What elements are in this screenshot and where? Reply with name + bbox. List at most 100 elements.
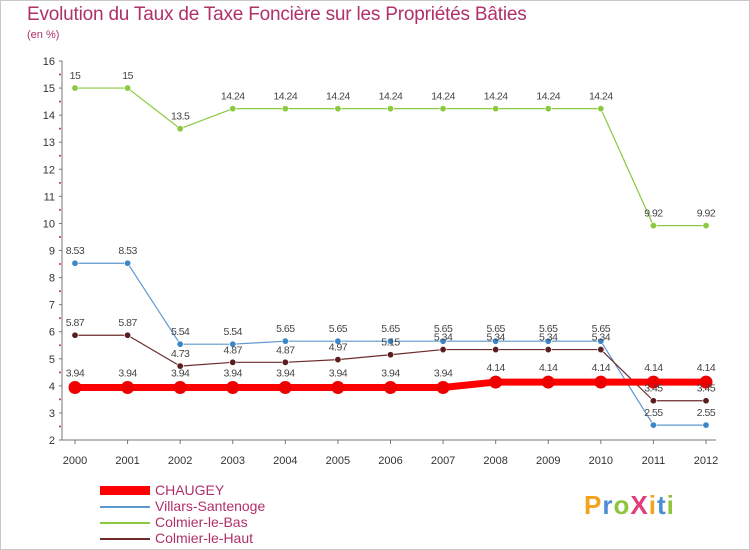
data-label-colmier-le-bas: 15: [70, 70, 81, 82]
data-label-colmier-le-haut: 5.34: [434, 332, 453, 344]
chart-unit: (en %): [27, 29, 60, 41]
data-label-villars-santenoge: 5.65: [592, 323, 611, 335]
data-point-villars-santenoge: [702, 421, 710, 429]
x-tick-label: 2008: [483, 455, 507, 467]
data-point-villars-santenoge: [439, 337, 447, 345]
data-label-colmier-le-bas: 13.5: [171, 111, 190, 123]
data-label-colmier-le-haut: 5.87: [118, 317, 137, 329]
legend-label-colmier-le-haut: Colmier-le-Haut: [155, 530, 254, 546]
data-label-chaugey: 3.94: [224, 367, 243, 379]
data-point-colmier-le-bas: [544, 105, 552, 113]
data-label-chaugey: 3.94: [381, 367, 400, 379]
y-tick-label: 2: [49, 435, 55, 447]
data-label-colmier-le-bas: 14.24: [326, 91, 350, 103]
legend-label-chaugey: CHAUGEY: [155, 482, 225, 498]
data-point-villars-santenoge: [124, 259, 132, 267]
data-point-villars-santenoge: [597, 337, 605, 345]
data-label-colmier-le-haut: 3.45: [644, 383, 663, 395]
y-minor-tick: [59, 73, 61, 76]
data-point-chaugey: [541, 375, 555, 389]
data-point-chaugey: [594, 375, 608, 389]
y-minor-tick: [59, 317, 61, 320]
y-tick-label: 13: [43, 137, 55, 149]
data-point-colmier-le-bas: [281, 105, 289, 113]
data-label-colmier-le-bas: 14.24: [589, 91, 613, 103]
data-label-colmier-le-haut: 5.34: [486, 332, 505, 344]
data-label-villars-santenoge: 2.55: [697, 407, 716, 419]
data-point-colmier-le-bas: [334, 105, 342, 113]
x-tick-label: 2002: [168, 455, 192, 467]
data-label-chaugey: 3.94: [171, 367, 190, 379]
logo-letter: i: [666, 490, 675, 520]
data-label-chaugey: 4.14: [644, 362, 663, 374]
x-tick-label: 2007: [431, 455, 455, 467]
data-point-colmier-le-haut: [71, 331, 79, 339]
x-tick-label: 2012: [694, 455, 718, 467]
data-label-villars-santenoge: 8.53: [118, 245, 137, 257]
data-point-villars-santenoge: [334, 337, 342, 345]
data-label-colmier-le-haut: 4.97: [329, 342, 348, 354]
y-minor-tick: [59, 208, 61, 211]
legend-swatch-colmier-le-bas: [100, 522, 150, 524]
data-point-colmier-le-haut: [544, 346, 552, 354]
data-point-villars-santenoge: [229, 340, 237, 348]
y-tick-label: 10: [43, 218, 55, 230]
data-label-colmier-le-haut: 5.34: [592, 332, 611, 344]
y-minor-tick: [59, 371, 61, 374]
y-minor-tick: [59, 290, 61, 293]
data-label-colmier-le-haut: 4.87: [276, 344, 295, 356]
data-label-colmier-le-haut: 4.87: [224, 344, 243, 356]
data-point-chaugey: [173, 380, 187, 394]
data-point-colmier-le-haut: [492, 346, 500, 354]
data-label-chaugey: 3.94: [329, 367, 348, 379]
y-minor-tick: [59, 127, 61, 130]
y-tick-label: 5: [49, 354, 55, 366]
y-tick-label: 8: [49, 273, 55, 285]
data-label-villars-santenoge: 5.65: [539, 323, 558, 335]
data-label-colmier-le-bas: 14.24: [221, 91, 245, 103]
data-point-colmier-le-bas: [176, 125, 184, 133]
data-point-chaugey: [331, 380, 345, 394]
data-point-colmier-le-haut: [386, 351, 394, 359]
proxiti-logo: ProXiti: [584, 490, 675, 521]
y-minor-tick: [59, 425, 61, 428]
data-point-villars-santenoge: [649, 421, 657, 429]
y-minor-tick: [59, 263, 61, 266]
data-label-colmier-le-bas: 14.24: [273, 91, 297, 103]
x-tick-label: 2011: [642, 455, 666, 467]
data-point-chaugey: [489, 375, 503, 389]
data-point-colmier-le-bas: [649, 222, 657, 230]
data-point-colmier-le-haut: [334, 356, 342, 364]
data-label-colmier-le-bas: 14.24: [484, 91, 508, 103]
data-point-colmier-le-haut: [649, 397, 657, 405]
data-point-chaugey: [436, 380, 450, 394]
data-label-colmier-le-bas: 14.24: [431, 91, 455, 103]
y-minor-tick: [59, 154, 61, 157]
data-point-chaugey: [278, 380, 292, 394]
data-point-chaugey: [226, 380, 240, 394]
data-label-colmier-le-haut: 5.34: [539, 332, 558, 344]
chart-title: Evolution du Taux de Taxe Foncière sur l…: [27, 4, 527, 25]
legend-swatch-villars-santenoge: [100, 506, 150, 508]
data-label-colmier-le-haut: 3.45: [697, 383, 716, 395]
data-point-villars-santenoge: [386, 337, 394, 345]
y-tick-label: 16: [43, 56, 55, 68]
logo-letter: X: [630, 490, 649, 520]
data-point-colmier-le-haut: [124, 331, 132, 339]
data-point-chaugey: [121, 380, 135, 394]
data-point-colmier-le-bas: [492, 105, 500, 113]
data-point-villars-santenoge: [492, 337, 500, 345]
logo-letter: P: [584, 490, 603, 520]
data-label-villars-santenoge: 5.65: [434, 323, 453, 335]
data-label-colmier-le-bas: 14.24: [536, 91, 560, 103]
data-point-chaugey: [384, 380, 397, 394]
data-label-colmier-le-haut: 4.73: [171, 348, 190, 360]
data-point-colmier-le-bas: [702, 222, 710, 230]
y-tick-label: 14: [43, 110, 55, 122]
logo-letter: i: [648, 490, 657, 520]
data-point-chaugey: [699, 375, 713, 389]
data-point-colmier-le-haut: [702, 397, 710, 405]
data-label-colmier-le-bas: 9.92: [697, 208, 716, 220]
data-label-villars-santenoge: 5.65: [381, 323, 400, 335]
logo-letter: t: [656, 490, 667, 520]
